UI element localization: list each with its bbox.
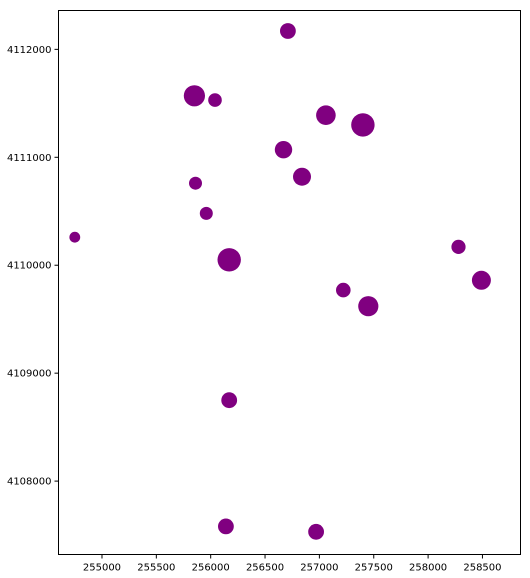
data-point xyxy=(351,113,375,137)
data-point xyxy=(274,141,293,159)
x-tick-label: 258000 xyxy=(409,563,447,574)
data-point xyxy=(218,518,234,535)
x-tick-label: 255000 xyxy=(83,563,121,574)
x-tick-label: 257000 xyxy=(300,563,338,574)
data-point xyxy=(358,296,379,317)
x-tick-label: 258500 xyxy=(463,563,501,574)
data-point xyxy=(293,167,311,186)
data-point xyxy=(316,105,336,125)
data-point xyxy=(217,248,241,272)
x-tick-label: 256000 xyxy=(192,563,230,574)
y-tick-label: 4110000 xyxy=(7,261,52,272)
x-tick-label: 255500 xyxy=(137,563,175,574)
y-tick-label: 4108000 xyxy=(7,477,52,488)
x-tick-label: 257500 xyxy=(355,563,393,574)
data-point xyxy=(208,93,222,107)
data-point xyxy=(471,270,491,290)
y-tick-label: 4112000 xyxy=(7,45,52,56)
data-point xyxy=(308,523,324,540)
y-tick-label: 4111000 xyxy=(7,153,52,164)
data-point xyxy=(189,176,202,190)
data-point xyxy=(336,282,351,298)
y-tick-label: 4109000 xyxy=(7,369,52,380)
data-point xyxy=(183,85,205,107)
data-point xyxy=(221,392,238,409)
data-point xyxy=(69,231,81,243)
y-axis: 4108000 4109000 4110000 4111000 4112000 xyxy=(7,45,59,488)
points-layer xyxy=(69,23,491,540)
x-tick-label: 256500 xyxy=(246,563,284,574)
data-point xyxy=(451,239,466,254)
data-point xyxy=(280,23,296,39)
x-axis: 255000 255500 256000 256500 257000 257500 2580… xyxy=(83,554,502,574)
data-point xyxy=(199,206,213,220)
plot-frame xyxy=(58,10,521,555)
